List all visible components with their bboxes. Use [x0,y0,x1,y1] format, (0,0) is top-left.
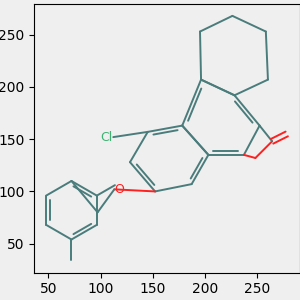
Text: O: O [115,183,124,196]
Text: Cl: Cl [100,130,112,144]
